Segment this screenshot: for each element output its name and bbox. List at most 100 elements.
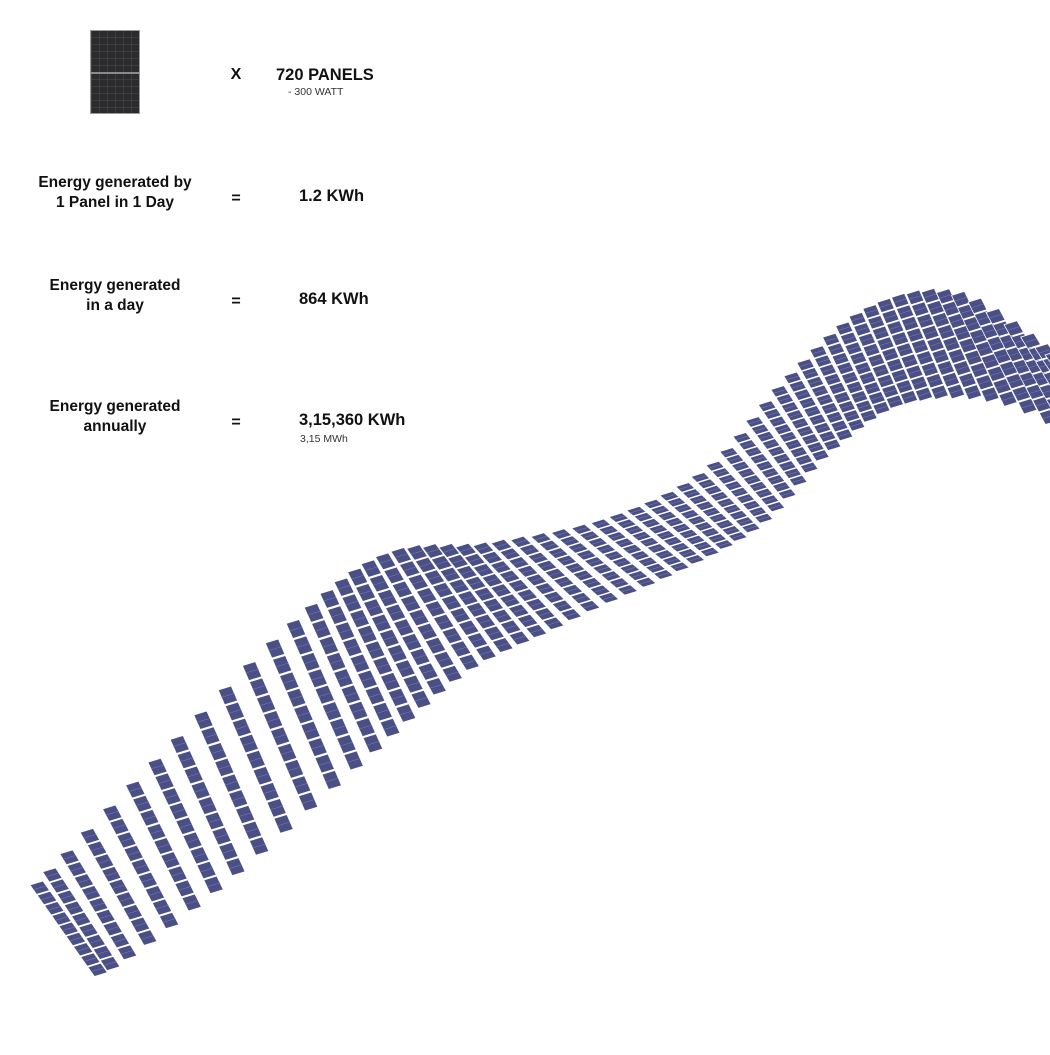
panel-grid-line: [950, 353, 964, 359]
panel-grid-line: [710, 536, 724, 541]
panel-grid-line: [864, 309, 879, 314]
panel-grid-line: [119, 837, 134, 843]
panel-grid-line: [445, 633, 459, 638]
panel-grid-line: [89, 939, 103, 944]
panel-grid-line: [695, 543, 710, 549]
panel-grid-line: [870, 395, 884, 401]
panel-grid-line: [318, 692, 332, 697]
panel-grid-line: [538, 611, 552, 617]
panel-grid-line: [893, 373, 907, 379]
panel-grid-line: [318, 761, 332, 766]
panel-grid-line: [296, 643, 310, 648]
solar-panel-cell: [1045, 398, 1050, 407]
panel-grid-line: [960, 309, 974, 314]
panel-grid-line: [414, 697, 428, 702]
panel-grid-line: [564, 612, 578, 617]
panel-grid-line: [543, 543, 557, 548]
panel-grid-line: [403, 566, 417, 572]
panel-grid-line: [91, 902, 105, 908]
panel-grid-line: [619, 521, 634, 527]
panel-grid-line: [534, 535, 548, 541]
panel-grid-line: [752, 456, 766, 462]
panel-grid-line: [187, 772, 201, 778]
panel-grid-line: [529, 602, 543, 607]
panel-grid-line: [156, 843, 171, 849]
panel-grid-line: [173, 742, 187, 747]
panel-grid-line: [504, 624, 518, 630]
panel-grid-line: [1024, 338, 1038, 343]
panel-grid-line: [835, 395, 849, 400]
panel-grid-line: [693, 475, 708, 480]
panel-grid-line: [426, 548, 440, 554]
panel-grid-line: [681, 531, 696, 537]
panel-grid-line: [547, 595, 561, 600]
panel-grid-line: [860, 375, 875, 381]
panel-grid-line: [1001, 396, 1015, 401]
panel-grid-line: [1002, 366, 1016, 371]
panel-grid-line: [813, 453, 828, 458]
panel-grid-line: [874, 405, 889, 411]
panel-grid-line: [1046, 364, 1050, 366]
panel-grid-line: [375, 709, 390, 714]
panel-grid-line: [673, 545, 687, 550]
panel-wattage: - 300 WATT: [288, 86, 344, 98]
panel-grid-line: [883, 352, 897, 357]
panel-grid-line: [658, 532, 673, 538]
panel-grid-line: [883, 389, 897, 394]
panel-grid-line: [680, 551, 695, 556]
panel-grid-line: [503, 551, 517, 557]
panel-grid-line: [639, 579, 653, 585]
panel-grid-line: [90, 846, 104, 852]
panel-grid-line: [648, 565, 663, 571]
panel-grid-line: [263, 789, 277, 795]
panel-grid-line: [512, 560, 526, 565]
panel-grid-line: [1042, 416, 1050, 420]
panel-grid-line: [599, 546, 613, 552]
panel-grid-line: [966, 355, 980, 360]
panel-grid-line: [103, 961, 117, 966]
panel-grid-line: [786, 375, 800, 381]
panel-grid-line: [303, 659, 317, 665]
panel-grid-line: [688, 557, 702, 562]
panel-grid-line: [224, 780, 238, 786]
panel-grid-line: [849, 422, 863, 428]
panel-grid-line: [676, 506, 690, 511]
panel-grid-line: [797, 457, 811, 463]
panel-grid-line: [771, 419, 785, 424]
panel-grid-line: [359, 590, 373, 595]
panel-grid-line: [607, 553, 621, 558]
panel-grid-line: [983, 328, 997, 334]
panel-grid-line: [620, 587, 635, 593]
panel-grid-line: [902, 395, 916, 400]
panel-grid-line: [470, 638, 484, 643]
panel-grid-line: [148, 891, 162, 896]
panel-grid-line: [641, 559, 655, 565]
panel-grid-line: [252, 685, 266, 690]
panel-grid-line: [734, 464, 748, 469]
panel-grid-line: [503, 574, 517, 579]
panel-grid-line: [1038, 349, 1050, 354]
panel-grid-line: [803, 371, 817, 376]
panel-grid-line: [382, 636, 396, 641]
panel-grid-line: [546, 621, 561, 626]
panel-grid-line: [719, 500, 733, 505]
panel-grid-line: [399, 710, 413, 716]
panel-grid-line: [763, 470, 777, 476]
panel-grid-line: [672, 564, 687, 570]
panel-grid-line: [717, 542, 731, 547]
panel-grid-line: [688, 537, 703, 543]
multiply-sign: X: [230, 66, 242, 83]
panel-grid-line: [802, 465, 816, 470]
panel-grid-line: [217, 765, 231, 770]
panel-grid-line: [627, 527, 641, 533]
panel-grid-line: [228, 864, 242, 869]
panel-grid-line: [821, 367, 835, 373]
panel-grid-line: [860, 337, 874, 342]
panel-grid-line: [98, 914, 113, 919]
panel-grid-line: [494, 588, 508, 593]
panel-grid-line: [637, 514, 651, 520]
panel-grid-line: [888, 399, 902, 404]
panel-grid-line: [83, 957, 97, 962]
panel-grid-line: [837, 432, 851, 437]
panel-grid-line: [468, 557, 482, 563]
